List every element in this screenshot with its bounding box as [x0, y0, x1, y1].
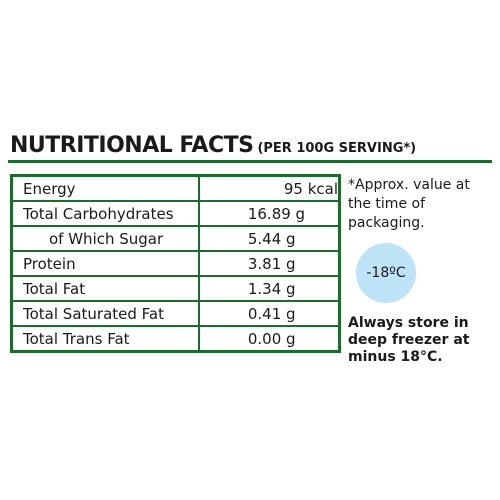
nutrient-name: of Which Sugar — [10, 225, 200, 252]
subtitle: (PER 100G SERVING*) — [257, 141, 417, 156]
badge-text: -18ºC — [366, 265, 406, 281]
nutrient-value: 3.81 g — [197, 250, 341, 277]
nutrient-name: Energy — [10, 174, 200, 202]
nutrient-name: Total Fat — [10, 275, 200, 302]
table-row: Total Saturated Fat 0.41 g — [10, 300, 341, 327]
table-row: Total Carbohydrates 16.89 g — [10, 200, 341, 227]
nutrient-name: Total Carbohydrates — [10, 200, 200, 227]
storage-note: Always store in deep freezer at minus 18… — [348, 315, 470, 365]
table-row: Total Fat 1.34 g — [10, 275, 341, 302]
title-block: NUTRITIONAL FACTS (PER 100G SERVING*) — [10, 133, 416, 158]
nutrient-value: 0.00 g — [197, 325, 341, 353]
nutrient-name: Protein — [10, 250, 200, 277]
title: NUTRITIONAL FACTS — [10, 133, 254, 158]
nutrient-value: 0.41 g — [197, 300, 341, 327]
table-row: of Which Sugar 5.44 g — [10, 225, 341, 252]
nutrient-value: 1.34 g — [197, 275, 341, 302]
table-row: Protein 3.81 g — [10, 250, 341, 277]
temperature-badge: -18ºC — [356, 243, 416, 303]
table-row: Energy 95 kcal — [10, 174, 341, 202]
note: *Approx. value at the time of packaging. — [348, 177, 470, 231]
nutrient-value: 5.44 g — [197, 225, 341, 252]
nutrient-value: 16.89 g — [197, 200, 341, 227]
table-row: Total Trans Fat 0.00 g — [10, 325, 341, 353]
nutrient-name: Total Saturated Fat — [10, 300, 200, 327]
title-rule — [8, 160, 492, 163]
nutrient-value: 95 kcal — [197, 174, 341, 202]
nutrient-name: Total Trans Fat — [10, 325, 200, 353]
